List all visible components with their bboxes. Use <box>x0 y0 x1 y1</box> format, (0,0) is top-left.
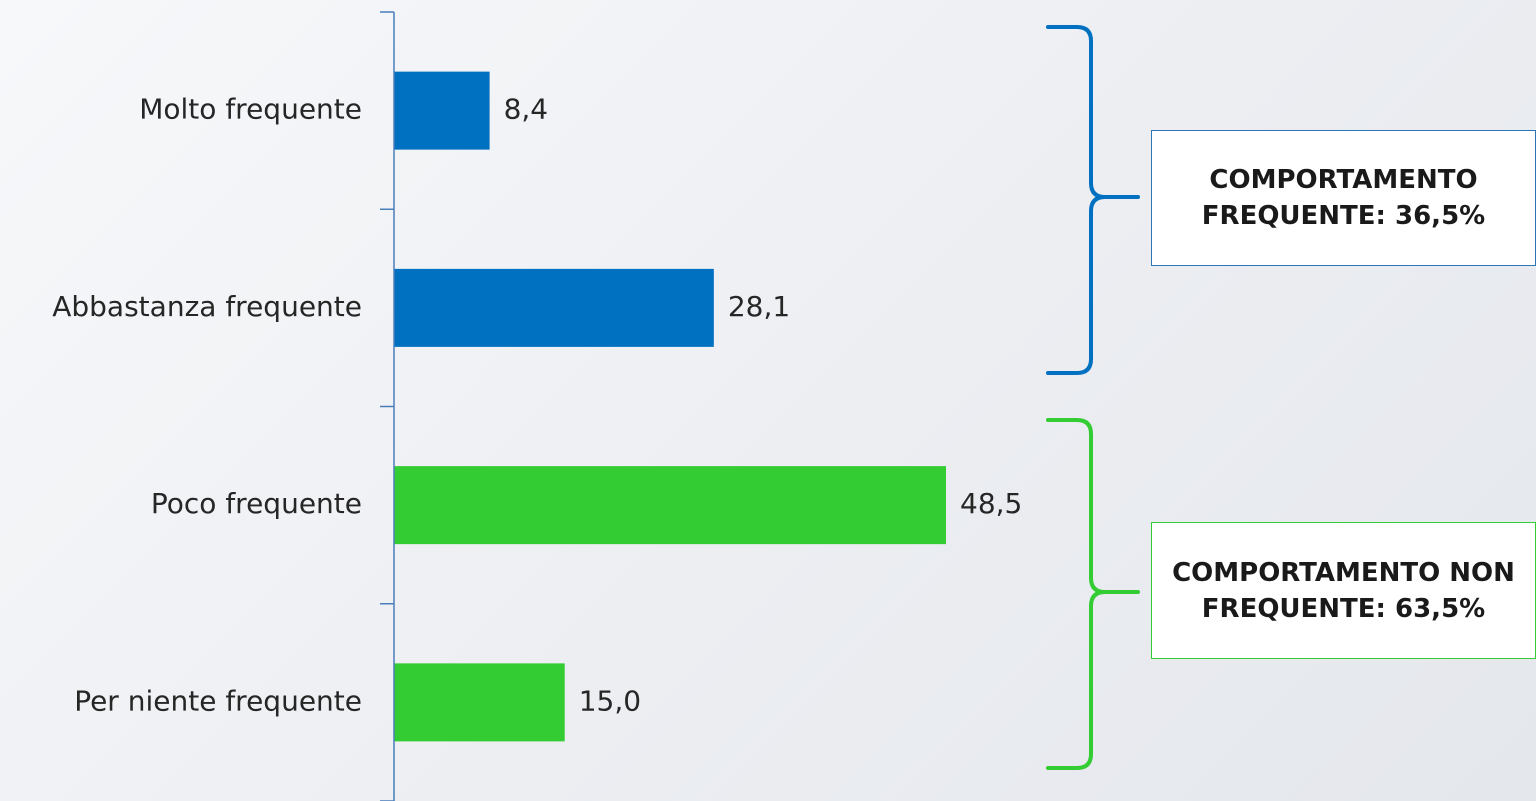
value-label: 8,4 <box>504 93 549 126</box>
value-label: 28,1 <box>728 290 790 323</box>
category-labels: Molto frequente Abbastanza frequente Poco … <box>52 93 362 718</box>
bars-layer <box>394 71 946 742</box>
category-label: Molto frequente <box>139 93 362 126</box>
summary-box-frequent: COMPORTAMENTO FREQUENTE: 36,5% <box>1151 130 1536 266</box>
axis-ticks <box>380 11 394 801</box>
bar-1 <box>394 268 714 347</box>
bar-3 <box>394 663 565 742</box>
brace-frequent <box>1046 25 1140 375</box>
value-label: 48,5 <box>960 487 1022 520</box>
category-label: Abbastanza frequente <box>52 290 362 323</box>
value-labels: 8,4 28,1 48,5 15,0 <box>504 93 1023 718</box>
value-label: 15,0 <box>579 684 641 717</box>
bar-2 <box>394 466 946 545</box>
summary-text-frequent: COMPORTAMENTO FREQUENTE: 36,5% <box>1201 165 1486 231</box>
category-label: Per niente frequente <box>74 684 362 717</box>
bar-0 <box>394 71 490 150</box>
category-label: Poco frequente <box>151 487 362 520</box>
brace-nonfrequent <box>1046 418 1140 770</box>
summary-text-nonfrequent: COMPORTAMENTO NON FREQUENTE: 63,5% <box>1172 557 1515 624</box>
summary-box-nonfrequent: COMPORTAMENTO NON FREQUENTE: 63,5% <box>1151 522 1536 659</box>
